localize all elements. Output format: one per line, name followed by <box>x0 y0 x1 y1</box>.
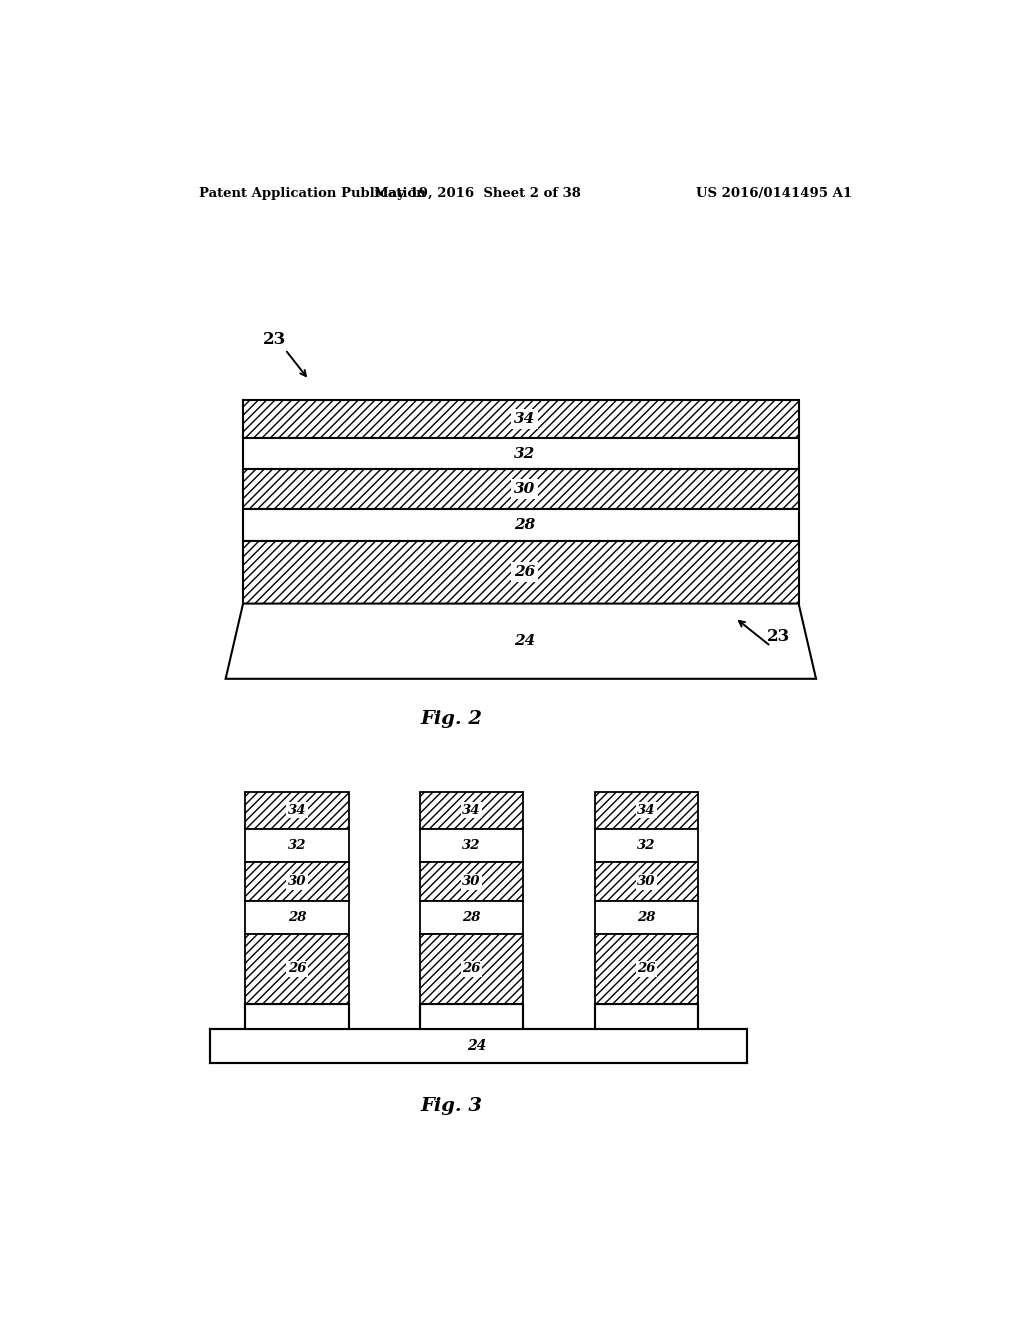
Bar <box>595 829 697 862</box>
Bar <box>595 792 697 829</box>
Text: 30: 30 <box>463 875 481 888</box>
Text: 28: 28 <box>288 911 306 924</box>
Text: 34: 34 <box>514 412 536 426</box>
Text: 30: 30 <box>288 875 306 888</box>
Text: 32: 32 <box>288 840 306 851</box>
Bar <box>243 541 799 603</box>
Bar <box>595 902 697 935</box>
Text: 32: 32 <box>637 840 655 851</box>
Text: US 2016/0141495 A1: US 2016/0141495 A1 <box>695 187 852 201</box>
Bar <box>246 792 348 829</box>
Text: 30: 30 <box>637 875 655 888</box>
Text: Fig. 2: Fig. 2 <box>421 710 482 729</box>
Text: May 19, 2016  Sheet 2 of 38: May 19, 2016 Sheet 2 of 38 <box>374 187 581 201</box>
Bar <box>420 935 523 1005</box>
Text: Fig. 3: Fig. 3 <box>421 1097 482 1114</box>
Bar <box>420 792 523 829</box>
Bar <box>246 935 348 1005</box>
Text: 23: 23 <box>263 331 287 347</box>
Text: 32: 32 <box>514 446 536 461</box>
Text: 24: 24 <box>514 634 536 648</box>
Bar <box>210 1030 748 1063</box>
Bar <box>420 862 523 902</box>
Text: 24: 24 <box>468 1039 486 1053</box>
Bar <box>246 902 348 935</box>
Text: 26: 26 <box>514 565 536 579</box>
Bar <box>243 510 799 541</box>
Text: Patent Application Publication: Patent Application Publication <box>200 187 426 201</box>
Text: 26: 26 <box>288 962 306 975</box>
Bar <box>420 829 523 862</box>
Bar <box>243 438 799 470</box>
Bar <box>420 902 523 935</box>
Bar <box>595 935 697 1005</box>
Bar <box>246 829 348 862</box>
Text: 34: 34 <box>463 804 481 817</box>
Bar <box>246 862 348 902</box>
Bar <box>595 1005 697 1030</box>
Text: 23: 23 <box>767 627 791 644</box>
Polygon shape <box>225 603 816 678</box>
Text: 28: 28 <box>514 517 536 532</box>
Text: 28: 28 <box>463 911 481 924</box>
Text: 32: 32 <box>463 840 481 851</box>
Bar <box>420 1005 523 1030</box>
Text: 26: 26 <box>463 962 481 975</box>
Bar <box>595 862 697 902</box>
Bar <box>243 400 799 438</box>
Bar <box>243 470 799 510</box>
Text: 34: 34 <box>637 804 655 817</box>
Text: 26: 26 <box>637 962 655 975</box>
Text: 28: 28 <box>637 911 655 924</box>
Text: 34: 34 <box>288 804 306 817</box>
Bar <box>246 1005 348 1030</box>
Text: 30: 30 <box>514 482 536 496</box>
